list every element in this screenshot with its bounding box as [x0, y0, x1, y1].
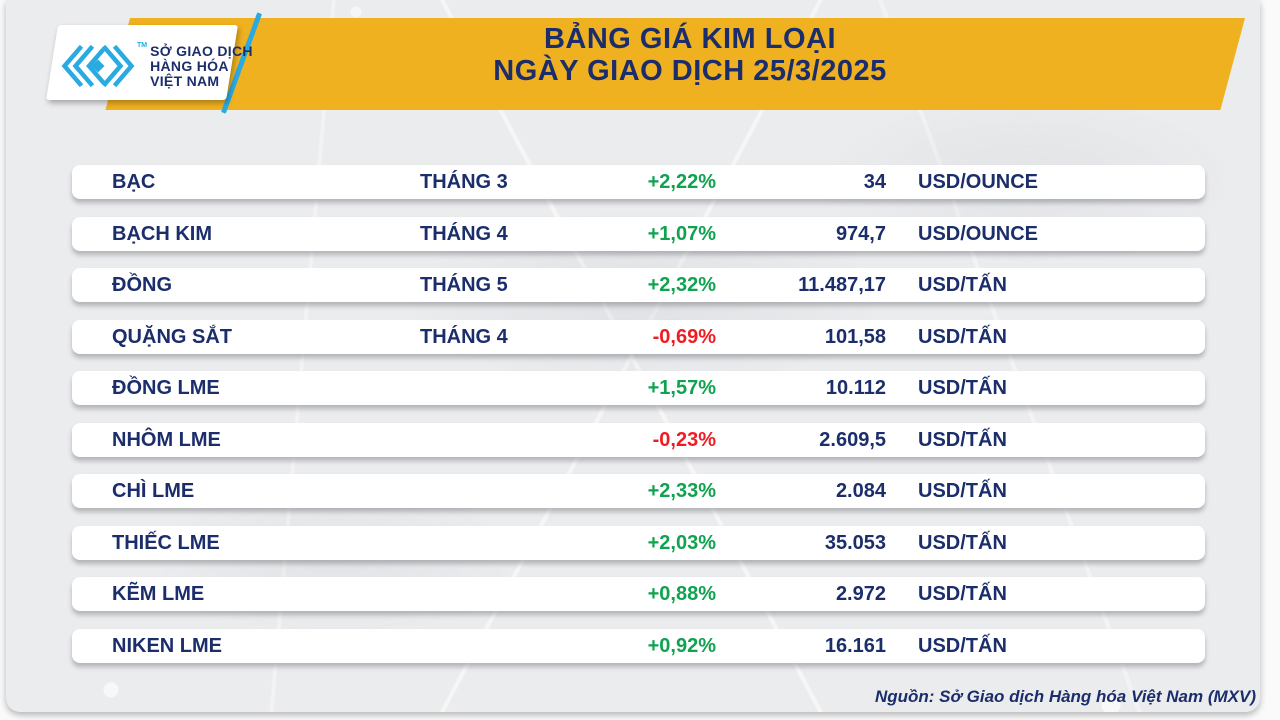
price-unit: USD/OUNCE	[918, 171, 1039, 193]
price-value: 2.609,5	[819, 428, 886, 451]
change-percent: +2,32%	[647, 274, 716, 296]
contract-month: THÁNG 3	[420, 171, 508, 193]
change-percent: +1,07%	[647, 222, 716, 245]
board-title-line-1: BẢNG GIÁ KIM LOẠI	[543, 23, 837, 55]
commodity-name: KẼM LME	[112, 583, 205, 605]
table-row: KẼM LME +0,88% 2.972 USD/TẤN	[72, 577, 1205, 611]
table-row: NIKEN LME +0,92% 16.161 USD/TẤN	[72, 628, 1205, 663]
price-value: 974,7	[835, 222, 886, 245]
price-unit: USD/TẤN	[918, 428, 1007, 451]
logo-org-line-3: VIỆT NAM	[150, 72, 220, 89]
logo-org-name: SỞ GIAO DỊCH HÀNG HÓA VIỆT NAM	[150, 42, 253, 89]
table-row: ĐỒNG LME +1,57% 10.112 USD/TẤN	[72, 371, 1205, 405]
logo-org-line-1: SỞ GIAO DỊCH	[150, 42, 253, 59]
price-unit: USD/TẤN	[918, 531, 1007, 554]
commodity-name: NIKEN LME	[112, 634, 222, 657]
commodity-name: THIẾC LME	[112, 531, 220, 554]
table-row: CHÌ LME +2,33% 2.084 USD/TẤN	[72, 474, 1205, 508]
trademark-symbol: TM	[137, 42, 148, 49]
contract-month: THÁNG 5	[420, 274, 508, 296]
contract-month: THÁNG 4	[420, 325, 508, 348]
price-unit: USD/TẤN	[918, 377, 1007, 399]
price-value: 10.112	[825, 377, 886, 399]
change-percent: +1,57%	[647, 377, 716, 399]
change-percent: +2,22%	[647, 171, 716, 193]
price-unit: USD/TẤN	[918, 634, 1007, 657]
price-value: 35.053	[824, 531, 886, 554]
commodity-name: CHÌ LME	[112, 480, 195, 502]
table-row: NHÔM LME -0,23% 2.609,5 USD/TẤN	[72, 422, 1205, 457]
contract-month: THÁNG 4	[420, 222, 508, 245]
table-row: QUẶNG SẮT THÁNG 4 -0,69% 101,58 USD/TẤN	[72, 319, 1205, 354]
board-title-line-2: NGÀY GIAO DỊCH 25/3/2025	[493, 55, 887, 87]
change-percent: +0,88%	[647, 583, 716, 605]
logo-diamond	[91, 59, 105, 73]
commodity-name: ĐỒNG LME	[112, 377, 220, 399]
commodity-name: BẠC	[112, 171, 156, 193]
table-row: ĐỒNG THÁNG 5 +2,32% 11.487,17 USD/TẤN	[72, 268, 1205, 302]
price-table: BẠC THÁNG 3 +2,22% 34 USD/OUNCE BẠCH KIM…	[72, 165, 1205, 680]
price-unit: USD/TẤN	[918, 274, 1007, 296]
table-row: BẠCH KIM THÁNG 4 +1,07% 974,7 USD/OUNCE	[72, 216, 1205, 251]
commodity-name: QUẶNG SẮT	[112, 325, 232, 348]
price-value: 34	[863, 171, 886, 193]
commodity-name: NHÔM LME	[112, 428, 221, 451]
price-unit: USD/TẤN	[918, 480, 1007, 502]
change-percent: +2,03%	[647, 531, 716, 554]
commodity-name: BẠCH KIM	[112, 222, 212, 245]
table-row: THIẾC LME +2,03% 35.053 USD/TẤN	[72, 525, 1205, 560]
change-percent: +0,92%	[647, 634, 716, 657]
price-value: 2.972	[835, 583, 886, 605]
price-unit: USD/TẤN	[918, 325, 1007, 348]
price-value: 2.084	[835, 480, 886, 502]
mxv-chevron-icon	[61, 44, 135, 88]
price-unit: USD/TẤN	[918, 583, 1007, 605]
price-value: 101,58	[824, 325, 886, 348]
change-percent: +2,33%	[647, 480, 716, 502]
change-percent: -0,69%	[652, 325, 716, 348]
source-note: Nguồn: Sở Giao dịch Hàng hóa Việt Nam (M…	[874, 687, 1256, 706]
price-value: 11.487,17	[798, 274, 886, 296]
mxv-logo: TM SỞ GIAO DỊCH HÀNG HÓA VIỆT NAM	[60, 40, 253, 92]
table-row: BẠC THÁNG 3 +2,22% 34 USD/OUNCE	[72, 165, 1205, 199]
board-title: BẢNG GIÁ KIM LOẠI NGÀY GIAO DỊCH 25/3/20…	[250, 23, 1130, 107]
price-unit: USD/OUNCE	[918, 222, 1039, 245]
price-value: 16.161	[824, 634, 886, 657]
change-percent: -0,23%	[652, 428, 716, 451]
logo-org-line-2: HÀNG HÓA	[150, 57, 229, 74]
commodity-name: ĐỒNG	[112, 274, 172, 296]
